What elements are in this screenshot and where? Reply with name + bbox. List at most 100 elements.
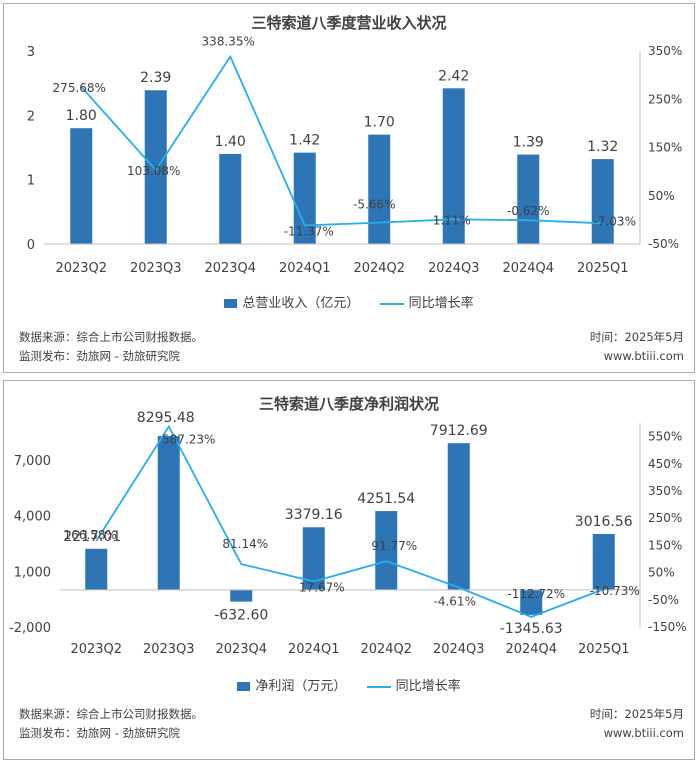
publisher: 监测发布：劲旅网 - 劲旅研究院	[19, 349, 180, 363]
legend-label: 总营业收入（亿元）	[242, 296, 360, 311]
growth-value-label: -112.72%	[507, 587, 565, 601]
chart-footer-left: 数据来源：综合上市公司财报数据。 监测发布：劲旅网 - 劲旅研究院	[19, 705, 203, 743]
left-axis-tick: 2	[27, 109, 35, 124]
legend-bar-swatch	[237, 682, 251, 691]
revenue-chart: 0 1 2 3 -50% 50% 150% 250% 350% 2023Q2 2023Q3 2023Q…	[27, 35, 683, 276]
chart-legend: 净利润（万元） 同比增长率	[4, 675, 694, 694]
chart-title: 三特索道八季度净利润状况	[258, 395, 439, 413]
bar-value-label: -632.60	[214, 608, 268, 624]
bar	[70, 128, 93, 244]
chart-legend: 总营业收入（亿元） 同比增长率	[4, 292, 694, 311]
right-axis-tick: 250%	[648, 511, 682, 525]
growth-value-label: 275.68%	[53, 81, 106, 95]
growth-value-label: 587.23%	[162, 432, 215, 446]
bar	[592, 533, 615, 590]
x-axis-tick: 2024Q3	[433, 642, 485, 657]
legend-label: 同比增长率	[408, 296, 474, 311]
x-axis-tick: 2023Q2	[70, 642, 122, 657]
left-axis-tick: -2,000	[9, 621, 51, 636]
publish-time: 时间：2025年5月	[589, 330, 684, 344]
bar-value-label: 4251.54	[357, 491, 415, 507]
chart-footer-right: 时间：2025年5月 www.btiii.com	[590, 328, 684, 366]
right-axis-tick: 350%	[648, 44, 682, 58]
bar-value-label: 1.40	[215, 134, 246, 150]
legend-bar-swatch	[224, 299, 238, 308]
bar-value-label: 1.80	[66, 108, 97, 124]
legend-line-swatch	[379, 302, 404, 305]
left-axis-tick: 7,000	[14, 454, 51, 469]
right-axis-tick: 250%	[648, 92, 682, 106]
bar	[230, 589, 253, 602]
bar-value-label: 2.42	[438, 68, 469, 84]
left-axis-tick: 0	[27, 238, 35, 253]
bar-value-label: 8295.48	[137, 410, 195, 426]
bar-value-label: 1.32	[587, 139, 618, 155]
right-axis-tick: 50%	[648, 189, 675, 203]
bar	[368, 134, 391, 244]
x-axis-tick: 2024Q3	[428, 261, 480, 276]
chart-footer-left: 数据来源：综合上市公司财报数据。 监测发布：劲旅网 - 劲旅研究院	[19, 328, 203, 366]
right-axis-tick: 150%	[648, 141, 682, 155]
growth-value-label: -10.73%	[590, 584, 640, 598]
bar	[157, 436, 180, 590]
bar	[442, 88, 465, 245]
x-axis-tick: 2025Q1	[578, 642, 630, 657]
growth-value-label: -7.03%	[594, 214, 636, 228]
right-axis-tick: -50%	[648, 237, 679, 251]
bar	[293, 152, 316, 244]
growth-value-label: -11.37%	[284, 224, 334, 238]
chart-footer-right: 时间：2025年5月 www.btiii.com	[590, 705, 684, 743]
bar-value-label: 3379.16	[285, 507, 343, 523]
growth-value-label: 17.67%	[299, 580, 345, 594]
right-axis-tick: -150%	[648, 620, 687, 634]
bar-value-label: -1345.63	[500, 621, 563, 637]
x-axis-tick: 2023Q4	[215, 642, 267, 657]
x-axis-tick: 2024Q4	[502, 261, 554, 276]
bar-value-label: 1.70	[364, 115, 395, 131]
growth-value-label: 81.14%	[222, 537, 268, 551]
bar	[520, 589, 543, 615]
legend-label: 净利润（万元）	[255, 679, 347, 694]
left-axis-tick: 4,000	[14, 510, 51, 525]
legend-item-growth: 同比增长率	[379, 292, 474, 311]
legend-item-growth: 同比增长率	[366, 675, 461, 694]
site-url: www.btiii.com	[603, 349, 684, 363]
x-axis-tick: 2024Q4	[505, 642, 557, 657]
data-source: 数据来源：综合上市公司财报数据。	[19, 707, 203, 721]
bar	[219, 153, 242, 244]
x-axis-tick: 2023Q3	[143, 642, 195, 657]
right-axis-tick: 350%	[648, 484, 682, 498]
right-axis-tick: 150%	[648, 538, 682, 552]
right-axis-tick: 550%	[648, 430, 682, 444]
profit-chart-panel: 三特索道八季度净利润状况 -2,000 1,000 4,000 7,000 -150% -…	[3, 380, 695, 760]
x-axis-tick: 2024Q2	[360, 642, 412, 657]
legend-line-swatch	[366, 685, 391, 688]
legend-item-profit: 净利润（万元）	[237, 675, 346, 694]
bar-value-label: 1.42	[289, 133, 320, 149]
x-axis-tick: 2025Q1	[577, 261, 629, 276]
chart-title: 三特索道八季度营业收入状况	[251, 14, 447, 32]
profit-chart: -2,000 1,000 4,000 7,000 -150% -50% 50% 150% 250…	[9, 410, 687, 657]
bar	[144, 90, 167, 244]
bar-value-label: 3016.56	[575, 514, 633, 530]
left-axis-tick: 1,000	[14, 565, 51, 580]
left-axis-tick: 1	[27, 174, 35, 189]
x-axis-tick: 2024Q1	[279, 261, 331, 276]
x-axis-tick: 2023Q2	[55, 261, 107, 276]
growth-value-label: 103.08%	[127, 164, 180, 178]
x-axis-tick: 2023Q3	[130, 261, 182, 276]
growth-value-label: -4.61%	[434, 594, 476, 608]
bar	[375, 511, 398, 590]
growth-value-label: -5.66%	[353, 198, 395, 212]
data-source: 数据来源：综合上市公司财报数据。	[19, 330, 203, 344]
bar	[302, 527, 325, 590]
right-axis-tick: 450%	[648, 457, 682, 471]
publisher: 监测发布：劲旅网 - 劲旅研究院	[19, 726, 180, 740]
growth-value-label: 91.77%	[371, 539, 417, 553]
growth-value-label: 338.35%	[202, 35, 255, 49]
bar-value-label: 7912.69	[430, 423, 488, 439]
left-axis-tick: 3	[27, 45, 35, 60]
legend-item-revenue: 总营业收入（亿元）	[224, 292, 359, 311]
growth-line	[80, 54, 603, 227]
bar-value-label: 2217.01	[63, 529, 121, 545]
